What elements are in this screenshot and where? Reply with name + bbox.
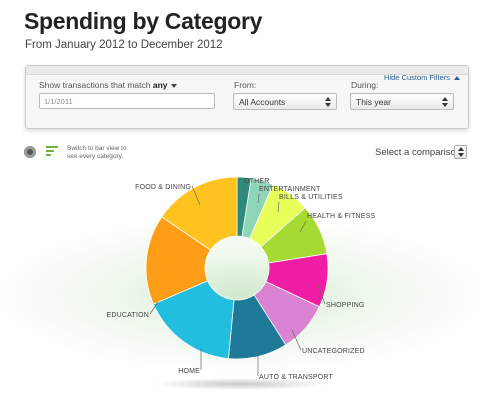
pie-view-icon[interactable]: [24, 146, 36, 158]
slice-label: FOOD & DINING: [135, 184, 191, 191]
bar-view-icon[interactable]: [46, 146, 60, 159]
slice-label: HOME: [178, 368, 200, 375]
caret-down-icon: [170, 83, 177, 88]
switch-hint-line-1: Switch to bar view to: [67, 145, 127, 152]
hide-custom-filters-label: Hide Custom Filters: [384, 73, 450, 82]
chart-shadow: [150, 378, 330, 390]
switch-hint-line-2: see every category.: [67, 153, 124, 160]
hide-custom-filters-link[interactable]: Hide Custom Filters: [384, 73, 460, 82]
caret-up-icon: [454, 76, 460, 81]
leader-line: [149, 301, 159, 315]
date-range-subtitle: From January 2012 to December 2012: [25, 39, 223, 51]
match-label-group: Show transactions that match any: [39, 80, 177, 90]
during-label: During:: [351, 80, 379, 90]
slice-label: HEALTH & FITNESS: [307, 213, 376, 220]
donut-slice-education[interactable]: [145, 216, 212, 305]
slice-label: SHOPPING: [326, 302, 365, 309]
match-any-dropdown[interactable]: any: [153, 80, 177, 90]
period-select-value: This year: [356, 97, 391, 107]
switch-view-hint: Switch to bar view to see every category…: [67, 145, 127, 161]
leader-line: [291, 329, 302, 351]
leader-line: [257, 193, 260, 204]
slice-label: BILLS & UTILITIES: [279, 194, 343, 201]
match-any-value: any: [152, 80, 168, 90]
page-title: Spending by Category: [24, 8, 263, 34]
comparison-label: Select a comparison: [375, 147, 462, 158]
slice-label: UNCATEGORIZED: [302, 348, 365, 355]
period-select[interactable]: This year: [350, 93, 454, 110]
slice-label: ENTERTAINMENT: [259, 186, 321, 193]
select-arrows-icon: [325, 97, 331, 107]
donut-slice-home[interactable]: [152, 280, 235, 360]
account-select-value: All Accounts: [239, 97, 286, 107]
leader-line: [299, 220, 307, 233]
slice-label: EDUCATION: [106, 312, 149, 319]
from-label: From:: [234, 80, 257, 90]
donut-slice-food-dining[interactable]: [161, 176, 238, 251]
select-arrows-icon: [442, 97, 448, 107]
select-arrows-icon: [458, 147, 464, 157]
leader-line: [317, 284, 326, 305]
slice-label: AUTO & TRANSPORT: [259, 374, 334, 381]
account-select[interactable]: All Accounts: [233, 93, 337, 110]
filter-panel-header: [26, 66, 468, 75]
slice-label: OTHER: [244, 178, 270, 185]
match-label: Show transactions that match: [39, 80, 151, 90]
leader-line: [277, 201, 280, 213]
filter-panel: Hide Custom Filters Show transactions th…: [25, 65, 469, 129]
match-text-input[interactable]: [39, 93, 215, 109]
leader-line: [191, 185, 201, 206]
comparison-select-button[interactable]: [454, 145, 467, 159]
